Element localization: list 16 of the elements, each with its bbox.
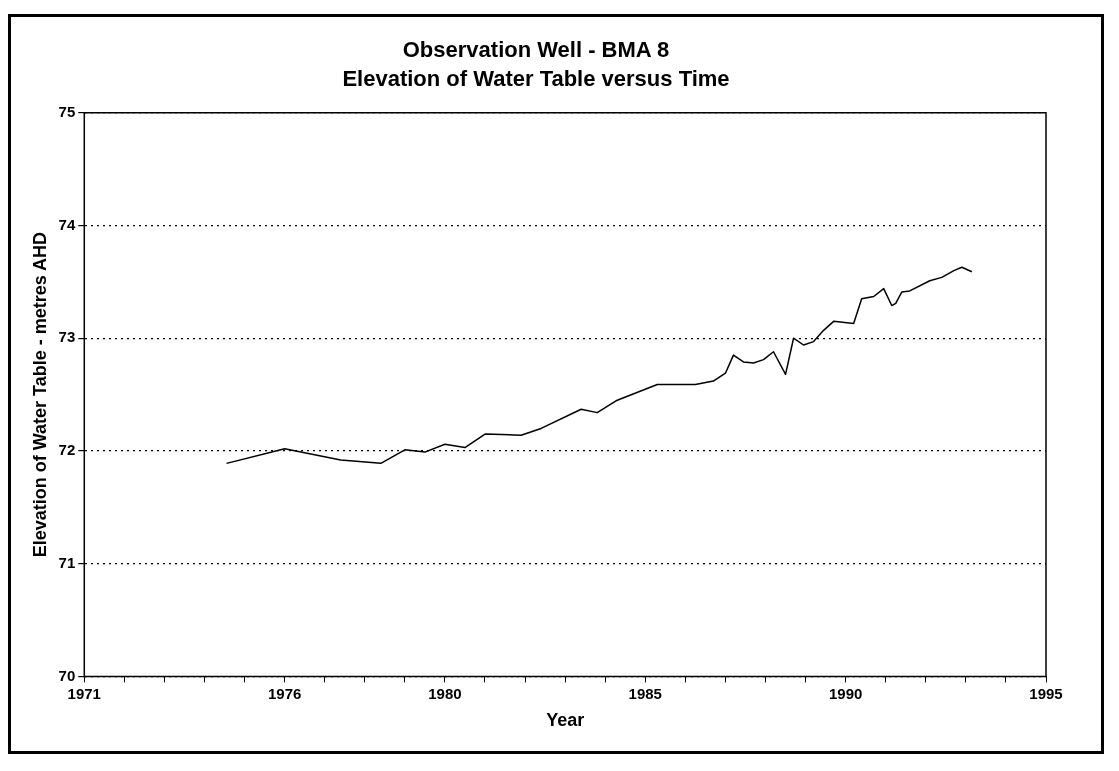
x-tick-label: 1976 xyxy=(267,684,302,702)
y-tick-label: 73 xyxy=(58,328,76,346)
x-axis-title: Year xyxy=(546,710,585,731)
y-tick-label: 72 xyxy=(58,441,76,459)
y-tick-label: 70 xyxy=(58,666,76,684)
chart-subtitle: Elevation of Water Table versus Time xyxy=(342,65,730,91)
x-tick-label: 1995 xyxy=(1029,684,1063,702)
x-tick-label: 1971 xyxy=(67,684,101,702)
x-tick-label: 1980 xyxy=(428,684,462,702)
y-tick-label: 74 xyxy=(58,215,76,233)
y-axis-title: Elevation of Water Table - metres AHD xyxy=(29,231,50,558)
y-tick-label: 75 xyxy=(58,102,76,120)
x-tick-label: 1985 xyxy=(628,684,662,702)
chart-title: Observation Well - BMA 8 xyxy=(402,37,670,63)
x-tick-label: 1990 xyxy=(828,684,863,702)
y-tick-label: 71 xyxy=(58,553,76,571)
